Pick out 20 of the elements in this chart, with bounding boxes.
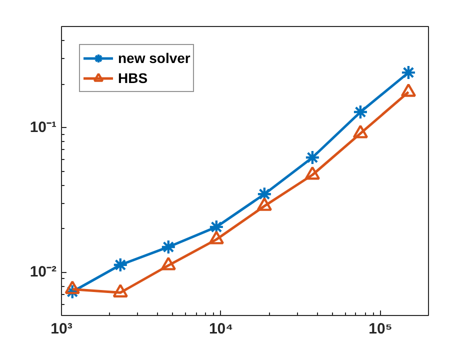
point [64, 284, 80, 300]
point [352, 124, 368, 138]
point [160, 239, 176, 255]
point [112, 284, 128, 298]
y-tick-label: 10⁻¹ [30, 119, 57, 136]
point [208, 230, 224, 244]
point [304, 150, 320, 166]
x-tick-label: 10⁵ [368, 320, 392, 338]
legend-label: HBS [118, 70, 148, 86]
point [160, 256, 176, 270]
point [112, 257, 128, 272]
legend-label: new solver [118, 50, 190, 66]
point [400, 64, 416, 80]
point [304, 166, 320, 180]
x-tick-label: 10⁴ [208, 320, 234, 338]
point [64, 280, 80, 294]
point [256, 197, 272, 211]
x-tick-label: 10³ [50, 320, 72, 338]
y-tick-label: 10⁻² [30, 264, 57, 280]
point [352, 104, 368, 120]
